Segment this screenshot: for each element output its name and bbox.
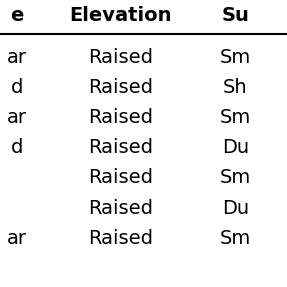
Text: Sm: Sm [220, 48, 251, 67]
Text: ar: ar [7, 48, 27, 67]
Text: Du: Du [222, 138, 249, 157]
Text: ar: ar [7, 108, 27, 127]
Text: Sm: Sm [220, 229, 251, 248]
Text: e: e [11, 6, 24, 25]
Text: Sh: Sh [223, 78, 248, 97]
Text: Sm: Sm [220, 108, 251, 127]
Text: d: d [11, 138, 24, 157]
Text: Raised: Raised [88, 168, 153, 187]
Text: Raised: Raised [88, 78, 153, 97]
Text: Raised: Raised [88, 48, 153, 67]
Text: Elevation: Elevation [69, 6, 172, 25]
Text: Du: Du [222, 199, 249, 218]
Text: Raised: Raised [88, 229, 153, 248]
Text: Raised: Raised [88, 138, 153, 157]
Text: Su: Su [221, 6, 249, 25]
Text: ar: ar [7, 229, 27, 248]
Text: Raised: Raised [88, 108, 153, 127]
Text: d: d [11, 78, 24, 97]
Text: Sm: Sm [220, 168, 251, 187]
Text: Raised: Raised [88, 199, 153, 218]
